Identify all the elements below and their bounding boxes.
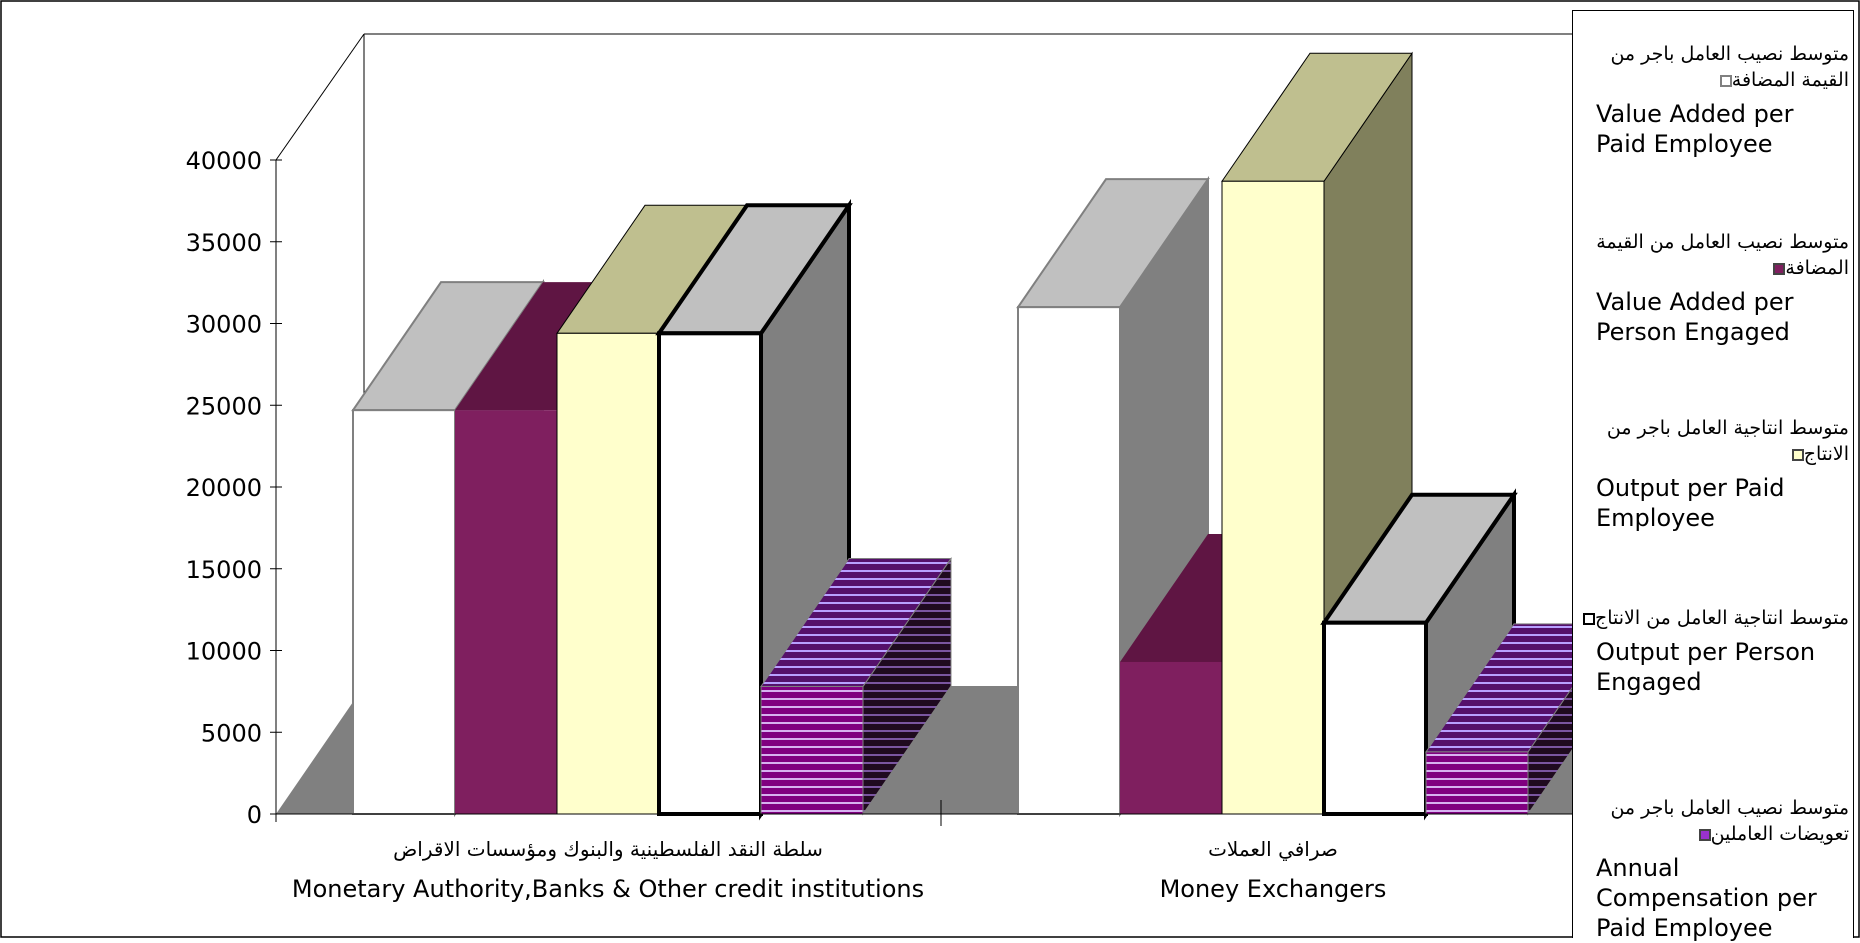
legend-swatch (1582, 612, 1595, 625)
y-tick-label: 30000 (186, 311, 262, 339)
x-axis: سلطة النقد الفلسطينية والبنوك ومؤسسات ال… (275, 800, 1572, 903)
bar-front (760, 685, 864, 815)
bar-front (1322, 620, 1428, 817)
bar-front (657, 331, 763, 816)
legend-swatch (1773, 262, 1786, 275)
legend-item: متوسط انتاجية العامل باجر من الانتاج Outp… (1579, 415, 1849, 533)
legend-label-en: Annual Compensation per Paid Employee (1596, 854, 1817, 942)
x-category-label-en: Monetary Authority,Banks & Other credit … (292, 875, 924, 903)
legend: متوسط نصيب العامل باجر من القيمة المضافة… (1572, 10, 1854, 942)
legend-label-en: Value Added per Paid Employee (1596, 100, 1794, 158)
legend-label-en: Output per Person Engaged (1596, 638, 1816, 696)
bar-front (1017, 306, 1121, 815)
legend-label-ar: متوسط نصيب العامل باجر من القيمة المضافة (1610, 43, 1849, 91)
y-tick-label: 10000 (186, 638, 262, 666)
y-axis: 0 5000 10000 15000 20000 25000 30000 35000 40000 (186, 147, 282, 829)
x-category-label-ar: سلطة النقد الفلسطينية والبنوك ومؤسسات ال… (393, 837, 823, 861)
y-tick-label: 20000 (186, 474, 262, 502)
y-tick-label: 5000 (201, 719, 262, 747)
legend-item: متوسط نصيب العامل باجر من تعويضات العامل… (1579, 795, 1849, 943)
y-tick-label: 35000 (186, 229, 262, 257)
legend-item: متوسط نصيب العامل باجر من القيمة المضافة… (1579, 41, 1849, 159)
bar-front (556, 332, 660, 815)
legend-label-ar: متوسط نصيب العامل من القيمة المضافة (1596, 231, 1849, 279)
bar-front (352, 409, 456, 815)
bar-front (1221, 180, 1325, 815)
bar-0-4 (760, 556, 952, 816)
y-tick-label: 15000 (186, 556, 262, 584)
bar-front (455, 410, 557, 814)
legend-label-en: Output per Paid Employee (1596, 474, 1785, 532)
legend-label-ar: متوسط نصيب العامل باجر من تعويضات العامل… (1610, 797, 1849, 845)
wall-edge-left (275, 33, 365, 161)
y-tick-label: 25000 (186, 392, 262, 420)
bar-front (1120, 661, 1222, 814)
legend-label-ar: متوسط انتاجية العامل من الانتاج (1579, 605, 1849, 631)
x-category-label-ar: صرافي العملات (1208, 837, 1338, 862)
legend-swatch (1791, 448, 1804, 461)
legend-label-ar: متوسط انتاجية العامل باجر من الانتاج (1606, 417, 1849, 465)
bars-group (351, 51, 1617, 821)
x-category-label-en: Money Exchangers (1160, 875, 1387, 903)
legend-swatch (1719, 74, 1732, 87)
legend-swatch (1698, 828, 1711, 841)
legend-item: متوسط نصيب العامل من القيمة المضافة Value… (1579, 229, 1849, 347)
y-tick-label: 40000 (186, 147, 262, 175)
bar-front (1425, 751, 1529, 815)
legend-label-en: Value Added per Person Engaged (1596, 288, 1794, 346)
y-tick-label: 0 (247, 801, 262, 829)
legend-item: متوسط انتاجية العامل من الانتاج Output pe… (1579, 605, 1849, 697)
